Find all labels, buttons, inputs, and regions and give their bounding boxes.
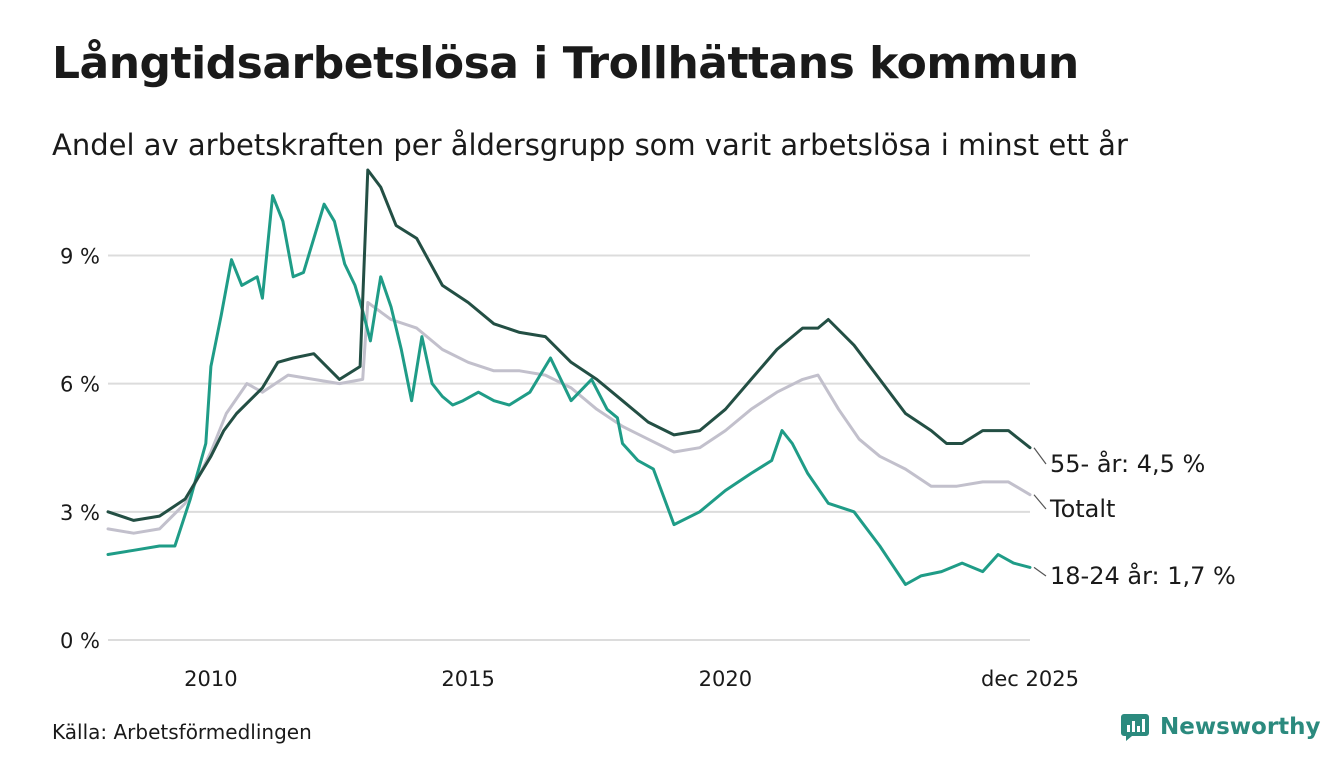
- label-connector: [1033, 566, 1047, 577]
- y-tick-label: 3 %: [60, 501, 100, 525]
- x-tick-label: dec 2025: [981, 667, 1079, 691]
- source-note: Källa: Arbetsförmedlingen: [52, 720, 312, 744]
- label-connector: [1033, 447, 1047, 465]
- series-end-label: 55- år: 4,5 %: [1050, 449, 1205, 478]
- gridlines: [108, 254, 1030, 641]
- x-axis-ticks: 2010 2015 2020 dec 2025: [184, 667, 1079, 691]
- series-end-labels: 55- år: 4,5 % Totalt 18-24 år: 1,7 %: [1033, 447, 1236, 590]
- series-lines: [106, 168, 1032, 586]
- bar-chart-speech-bubble-icon: [1121, 714, 1149, 741]
- y-tick-label: 6 %: [60, 373, 100, 397]
- chart-title: Långtidsarbetslösa i Trollhättans kommun: [52, 38, 1079, 89]
- line-chart: 0 % 3 % 6 % 9 % 2010 2015 2020 dec 2025 55- år…: [60, 168, 1236, 691]
- series-end-label: Totalt: [1049, 495, 1115, 523]
- chart-subtitle: Andel av arbetskraften per åldersgrupp s…: [52, 128, 1128, 162]
- series-line-18-24-r: [106, 194, 1032, 586]
- y-axis-ticks: 0 % 3 % 6 % 9 %: [60, 244, 100, 653]
- x-tick-label: 2015: [441, 667, 494, 691]
- brand-name: Newsworthy: [1160, 714, 1321, 740]
- x-tick-label: 2020: [699, 667, 752, 691]
- series-line-totalt: [106, 301, 1032, 535]
- x-tick-label: 2010: [184, 667, 237, 691]
- label-connector: [1033, 494, 1047, 510]
- brand-logo[interactable]: Newsworthy: [1120, 712, 1321, 742]
- y-tick-label: 0 %: [60, 629, 100, 653]
- y-tick-label: 9 %: [60, 244, 100, 268]
- series-end-label: 18-24 år: 1,7 %: [1050, 561, 1236, 590]
- series-line-55-r: [106, 168, 1032, 522]
